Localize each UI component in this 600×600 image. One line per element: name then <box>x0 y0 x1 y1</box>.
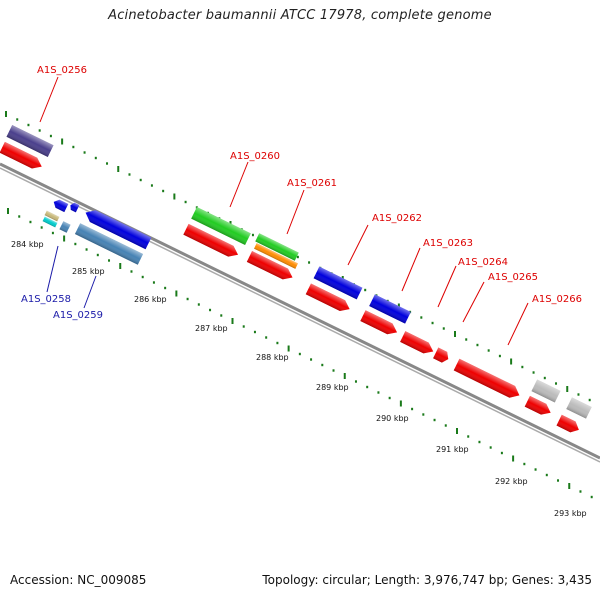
gene-feature-shade <box>524 395 551 415</box>
scale-label: 284 kbp <box>11 240 44 249</box>
scale-label: 290 kbp <box>376 414 409 423</box>
gene-feature <box>556 414 579 433</box>
map-title: Acinetobacter baumannii ATCC 17978, comp… <box>108 8 492 23</box>
leader-line <box>83 275 97 309</box>
leader-line <box>462 281 485 323</box>
tick-marks <box>5 111 593 499</box>
gene-feature <box>85 210 152 250</box>
gene-feature-shade <box>400 331 434 354</box>
gene-feature-shade <box>85 210 152 250</box>
gene-feature <box>6 125 54 157</box>
gene-feature-shade <box>74 223 144 265</box>
leader-line <box>347 224 369 266</box>
gene-feature <box>305 283 350 311</box>
gene-feature-shade <box>70 202 80 213</box>
gene-label: A1S_0261 <box>287 178 337 189</box>
scale-label: 287 kbp <box>195 324 228 333</box>
gene-feature-shade <box>556 414 579 433</box>
gene-feature <box>255 233 299 261</box>
leader-line <box>229 161 249 208</box>
scale-label: 289 kbp <box>316 383 349 392</box>
leader-line <box>437 265 457 308</box>
gene-feature-shade <box>183 223 239 257</box>
gene-label: A1S_0265 <box>488 272 538 283</box>
gene-label: A1S_0262 <box>372 213 422 224</box>
gene-feature-shade <box>246 251 293 280</box>
scale-label: 291 kbp <box>436 445 469 454</box>
gene-feature <box>44 210 60 222</box>
gene-feature <box>360 310 398 335</box>
gene-feature <box>70 202 80 213</box>
gene-feature <box>183 223 239 257</box>
scale-label: 285 kbp <box>72 267 105 276</box>
gene-feature <box>400 331 434 354</box>
gene-feature-shade <box>305 283 350 311</box>
scale-label: 286 kbp <box>134 295 167 304</box>
gene-feature-shade <box>53 199 69 213</box>
gene-feature-shade <box>313 266 363 300</box>
gene-label: A1S_0256 <box>37 65 87 76</box>
gene-feature <box>0 141 42 169</box>
gene-feature <box>246 251 293 280</box>
leader-line <box>507 302 529 346</box>
leader-line <box>286 189 305 235</box>
scale-label: 288 kbp <box>256 353 289 362</box>
gene-feature <box>191 206 251 246</box>
gene-feature <box>254 243 298 269</box>
gene-feature-shade <box>42 216 58 228</box>
gene-feature-shade <box>531 379 561 403</box>
gene-label: A1S_0258 <box>21 294 71 305</box>
gene-feature <box>59 221 71 233</box>
gene-feature-shade <box>6 125 54 157</box>
gene-feature <box>53 199 69 213</box>
gene-feature-shade <box>254 243 298 269</box>
leader-line <box>46 245 59 293</box>
gene-label: A1S_0266 <box>532 294 582 305</box>
gene-feature-shade <box>369 294 411 324</box>
gene-feature-shade <box>255 233 299 261</box>
gene-feature <box>433 347 449 363</box>
genome-stats-text: Topology: circular; Length: 3,976,747 bp… <box>262 573 592 587</box>
gene-feature-shade <box>44 210 60 222</box>
accession-text: Accession: NC_009085 <box>10 573 147 587</box>
gene-label: A1S_0260 <box>230 151 280 162</box>
gene-feature <box>453 358 520 398</box>
scale-label: 293 kbp <box>554 509 587 518</box>
leader-line <box>39 76 59 123</box>
gene-feature <box>313 266 363 300</box>
gene-feature <box>42 216 58 228</box>
gene-label: A1S_0259 <box>53 310 103 321</box>
gene-feature-shade <box>360 310 398 335</box>
gene-feature <box>531 379 561 403</box>
gene-feature-shade <box>433 347 449 363</box>
gene-feature <box>524 395 551 415</box>
gene-feature <box>566 397 592 419</box>
gene-features <box>0 125 592 433</box>
leader-line <box>401 247 421 292</box>
gene-feature-shade <box>566 397 592 419</box>
gene-feature-shade <box>0 141 42 169</box>
gene-feature <box>74 223 144 265</box>
gene-feature-shade <box>59 221 71 233</box>
gene-feature <box>369 294 411 324</box>
gene-label: A1S_0263 <box>423 238 473 249</box>
scale-label: 292 kbp <box>495 477 528 486</box>
gene-label: A1S_0264 <box>458 257 508 268</box>
gene-feature-shade <box>191 206 251 246</box>
gene-feature-shade <box>453 358 520 398</box>
